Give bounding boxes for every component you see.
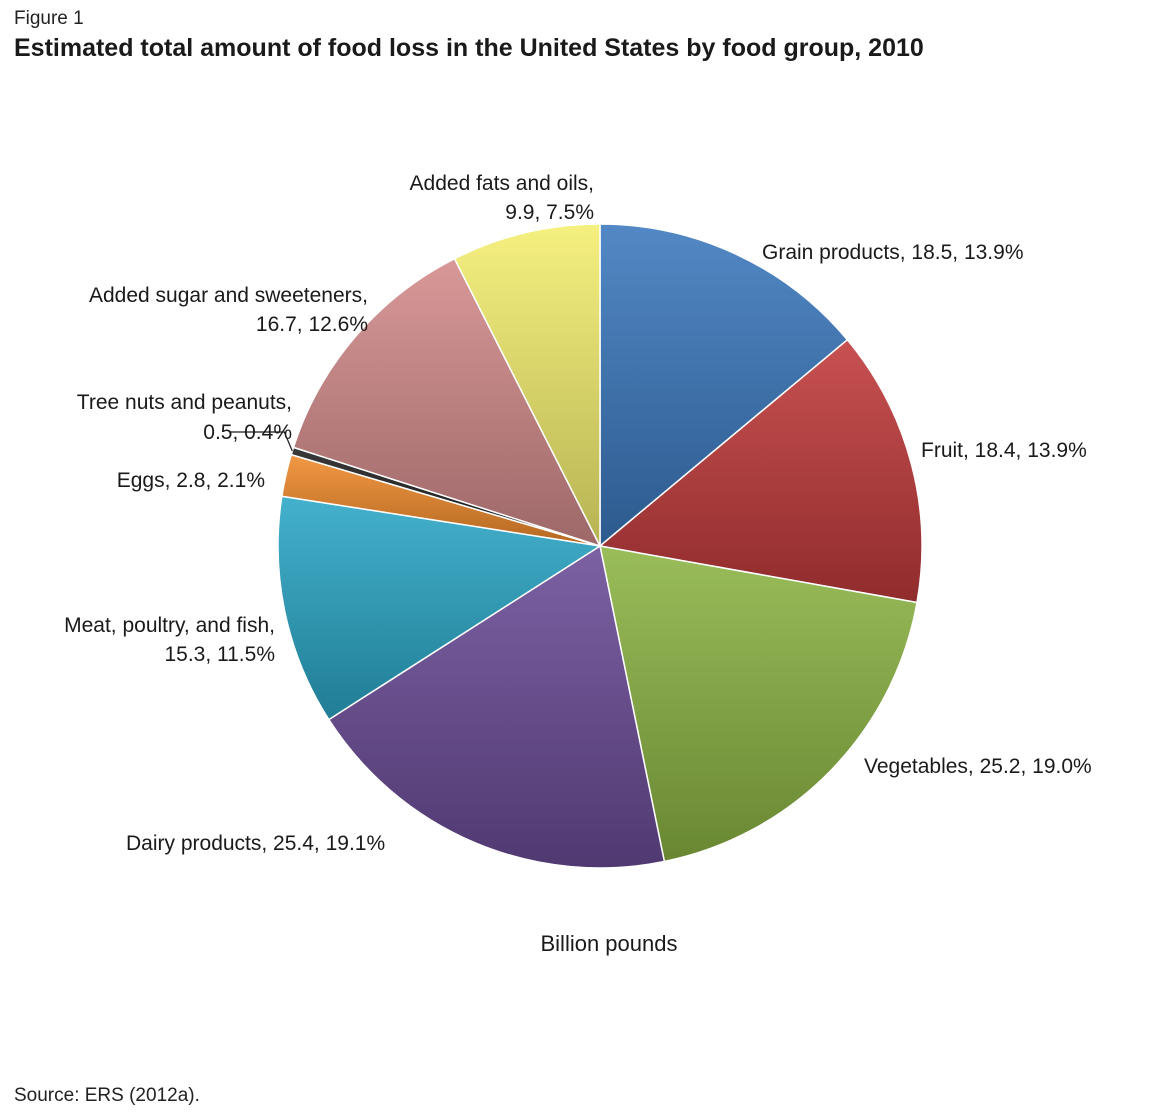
- slice-label-dairy-products: Dairy products, 25.4, 19.1%: [126, 832, 385, 855]
- slice-labels: Grain products, 18.5, 13.9% Fruit, 18.4, …: [64, 172, 1092, 855]
- slice-label-meat-poultry-and-fish: Meat, poultry, and fish, 15.3, 11.5%: [64, 614, 275, 666]
- pie-slice-grain-products: [599, 223, 849, 547]
- figure-label: Figure 1: [14, 8, 84, 29]
- slice-label-added-sugar-and-sweeteners: Added sugar and sweeteners, 16.7, 12.6%: [89, 284, 368, 336]
- slice-label-grain-products: Grain products, 18.5, 13.9%: [762, 241, 1024, 264]
- unit-label: Billion pounds: [540, 931, 678, 956]
- pie-slice-meat-poultry-and-fish: [277, 495, 601, 721]
- chart-title: Estimated total amount of food loss in t…: [14, 34, 924, 62]
- pie-slice-vegetables: [599, 545, 918, 863]
- leader-line-tree-nuts-and-peanuts: [230, 431, 293, 452]
- pie-slice-added-fats-and-oils: [453, 223, 601, 547]
- slice-label-tree-nuts-and-peanuts: Tree nuts and peanuts, 0.5, 0.4%: [77, 391, 292, 444]
- pie-slices: [277, 223, 923, 869]
- slice-label-fruit: Fruit, 18.4, 13.9%: [921, 439, 1087, 462]
- pie-slice-fruit: [599, 339, 923, 604]
- slice-label-eggs: Eggs, 2.8, 2.1%: [117, 469, 265, 492]
- source-note: Source: ERS (2012a).: [14, 1085, 200, 1106]
- pie-slice-dairy-products: [328, 545, 666, 869]
- pie-slice-added-sugar-and-sweeteners: [292, 257, 601, 547]
- slice-label-vegetables: Vegetables, 25.2, 19.0%: [864, 755, 1092, 778]
- leader-lines: [230, 431, 293, 452]
- slice-label-added-fats-and-oils: Added fats and oils, 9.9, 7.5%: [410, 172, 594, 224]
